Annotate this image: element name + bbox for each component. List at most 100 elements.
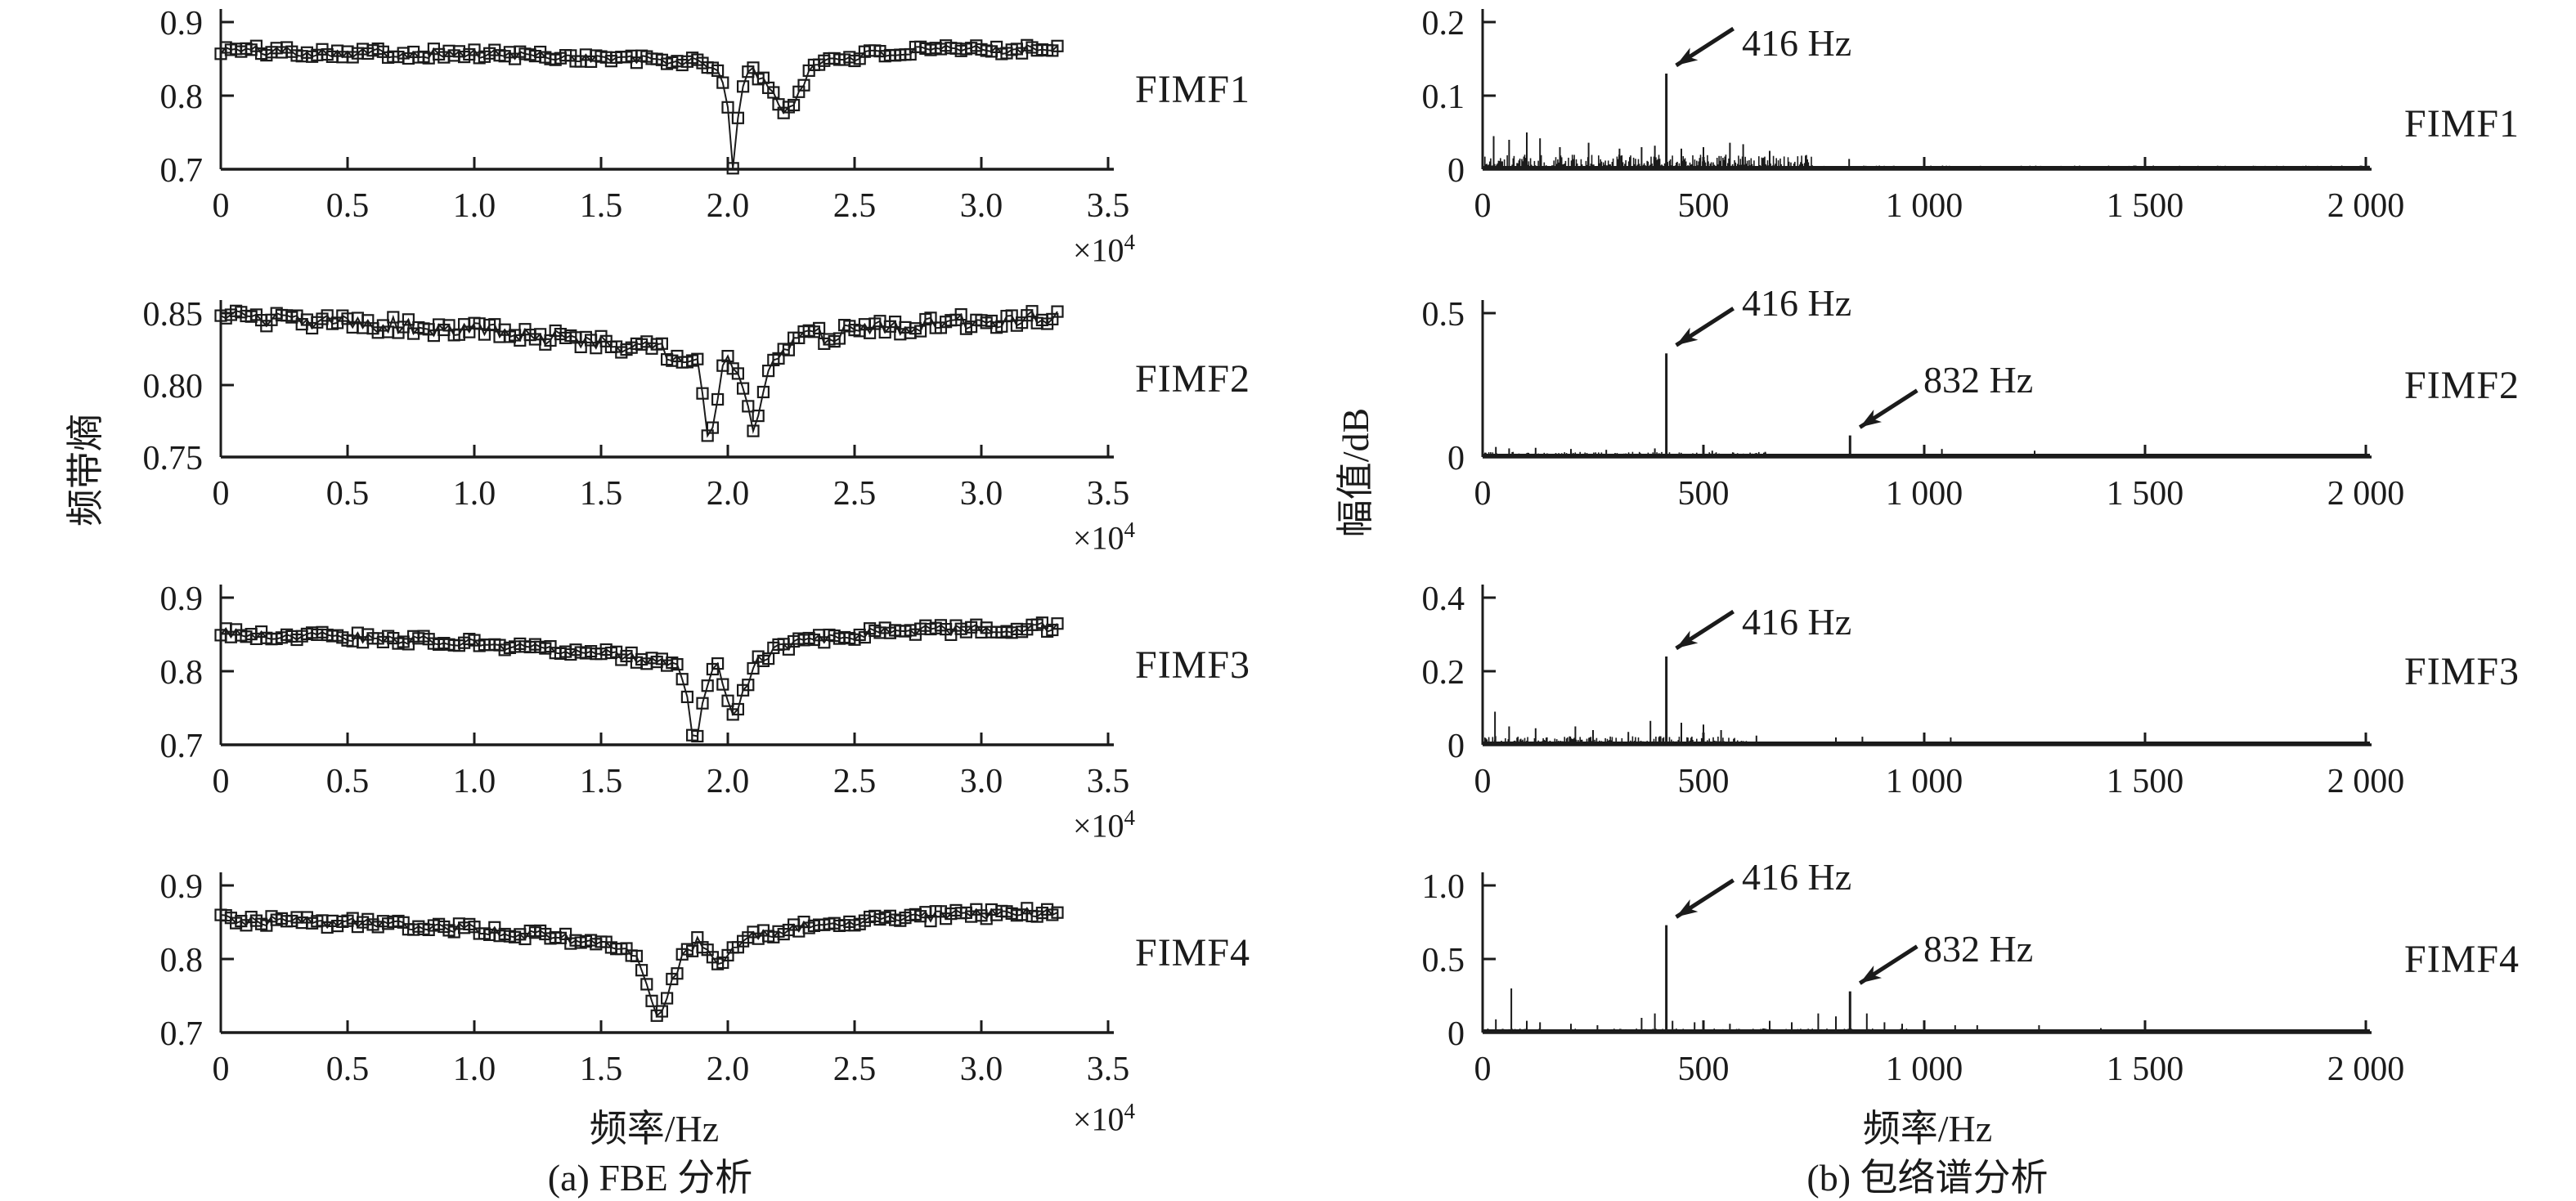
y-tick-label: 0.8 <box>160 942 204 979</box>
y-tick-label: 0.7 <box>160 728 204 765</box>
marker-square <box>721 694 734 707</box>
x-tick-label: 1.5 <box>580 475 623 513</box>
marker-square <box>655 337 669 350</box>
y-tick-label: 0.5 <box>1422 296 1465 334</box>
y-tick-label: 0.85 <box>143 296 204 334</box>
marker-square <box>731 702 745 716</box>
marker-square <box>711 657 725 670</box>
x-tick-label: 1 000 <box>1886 763 1963 800</box>
series-label-env-fimf4: FIMF4 <box>2404 938 2520 981</box>
annotation-arrow <box>1858 388 1919 429</box>
marker-square <box>954 308 967 321</box>
x-tick-label: 0 <box>1474 1051 1492 1088</box>
annotation-arrow <box>1675 307 1735 347</box>
series-label-fbe-fimf4: FIMF4 <box>1135 931 1251 975</box>
x-tick-label: 3.0 <box>960 475 1003 513</box>
x-tick-label: 1.0 <box>453 1051 496 1088</box>
subplot-fbe-fimf1: 0.9 0.8 0.70 0.5 1.0 1.5 2.0 2.5 3.0 3.5 <box>160 5 1130 225</box>
marker-square <box>812 321 826 334</box>
annotation-arrow <box>1675 609 1735 651</box>
marker-square <box>832 332 846 345</box>
multiplier-exponent: 4 <box>1124 230 1136 254</box>
annotation-416hz-fimf3: 416 Hz <box>1742 601 1852 643</box>
x-tick-label: 500 <box>1678 1051 1730 1088</box>
series-label-fbe-fimf2: FIMF2 <box>1135 357 1251 401</box>
subplot-fbe-fimf4: 0.9 0.8 0.70 0.5 1.0 1.5 2.0 2.5 3.0 3.5 <box>160 868 1130 1088</box>
x-tick-label: 2.5 <box>833 187 877 225</box>
x-tick-label: 0 <box>213 187 230 225</box>
x-tick-label: 0 <box>213 763 230 800</box>
fbe-line <box>220 310 1058 438</box>
x-tick-label: 1 000 <box>1886 475 1963 513</box>
y-tick-label: 0.80 <box>143 368 204 406</box>
marker-square <box>655 1005 669 1018</box>
marker-square <box>736 382 750 395</box>
x-multiplier-row1: ×104 <box>1051 230 1157 269</box>
x-tick-label: 3.0 <box>960 187 1003 225</box>
marker-square <box>756 385 770 399</box>
x-tick-label: 0.5 <box>326 475 370 513</box>
series-label-env-fimf1: FIMF1 <box>2404 102 2520 146</box>
right-x-axis-label: 频率/Hz <box>1862 1108 1993 1149</box>
marker-square <box>787 98 801 112</box>
annotation-arrow <box>1858 944 1919 985</box>
annotation-832hz-fimf2: 832 Hz <box>1923 359 2034 401</box>
x-tick-label: 0 <box>1474 763 1492 800</box>
marker-square <box>742 679 755 692</box>
series-label-fbe-fimf1: FIMF1 <box>1135 68 1251 111</box>
y-tick-label: 0 <box>1447 728 1465 765</box>
x-tick-label: 2.5 <box>833 763 877 800</box>
series-label-fbe-fimf3: FIMF3 <box>1135 643 1251 687</box>
marker-square <box>716 678 729 691</box>
annotation-arrow <box>1675 26 1735 68</box>
marker-square <box>721 101 734 114</box>
subplot-fbe-fimf3: 0.9 0.8 0.70 0.5 1.0 1.5 2.0 2.5 3.0 3.5 <box>160 580 1130 800</box>
x-tick-label: 3.5 <box>1087 475 1130 513</box>
x-tick-label: 3.5 <box>1087 763 1130 800</box>
multiplier-exponent: 4 <box>1124 1099 1136 1123</box>
x-tick-label: 3.0 <box>960 1051 1003 1088</box>
y-tick-label: 0.8 <box>160 78 204 116</box>
x-tick-label: 1 500 <box>2107 475 2184 513</box>
y-tick-label: 0 <box>1447 152 1465 190</box>
x-tick-label: 500 <box>1678 187 1730 225</box>
annotation-arrow <box>1675 878 1735 919</box>
marker-square <box>742 400 755 413</box>
marker-square <box>736 80 750 93</box>
x-tick-label: 1 500 <box>2107 187 2184 225</box>
multiplier-exponent: 4 <box>1124 805 1136 830</box>
marker-square <box>747 424 760 437</box>
marker-square <box>675 673 689 686</box>
marker-square <box>1051 906 1064 919</box>
marker-square <box>660 992 674 1005</box>
y-tick-label: 0 <box>1447 1015 1465 1053</box>
marker-square <box>726 162 739 175</box>
left-x-axis-label: 频率/Hz <box>589 1108 720 1149</box>
right-panel-caption: (b) 包络谱分析 <box>1806 1157 2049 1199</box>
marker-square <box>645 994 658 1007</box>
x-tick-label: 2.0 <box>707 187 750 225</box>
subplot-fbe-fimf2: 0.85 0.80 0.750 0.5 1.0 1.5 2.0 2.5 3.0 3.5 <box>143 296 1130 513</box>
marker-square <box>913 325 927 338</box>
marker-square <box>1051 305 1064 318</box>
marker-square <box>711 64 725 78</box>
marker-square <box>706 421 720 434</box>
marker-square <box>721 350 734 363</box>
multiplier-exponent: 4 <box>1124 518 1136 542</box>
y-tick-label: 0.75 <box>143 440 204 477</box>
multiplier-base: ×10 <box>1072 807 1124 845</box>
x-tick-label: 500 <box>1678 763 1730 800</box>
x-tick-label: 1 000 <box>1886 1051 1963 1088</box>
x-tick-label: 0.5 <box>326 1051 370 1088</box>
marker-square <box>691 729 704 743</box>
x-tick-label: 2 000 <box>2327 187 2405 225</box>
x-tick-label: 2.5 <box>833 475 877 513</box>
x-tick-label: 0.5 <box>326 187 370 225</box>
marker-square <box>1051 39 1064 52</box>
y-tick-label: 0.5 <box>1422 942 1465 979</box>
multiplier-base: ×10 <box>1072 1100 1124 1138</box>
subplot-env-fimf2: 0.5 00 500 1 000 1 500 2 000 <box>1422 296 2405 513</box>
left-y-axis-label: 频带熵 <box>65 414 106 527</box>
x-tick-label: 1.5 <box>580 187 623 225</box>
